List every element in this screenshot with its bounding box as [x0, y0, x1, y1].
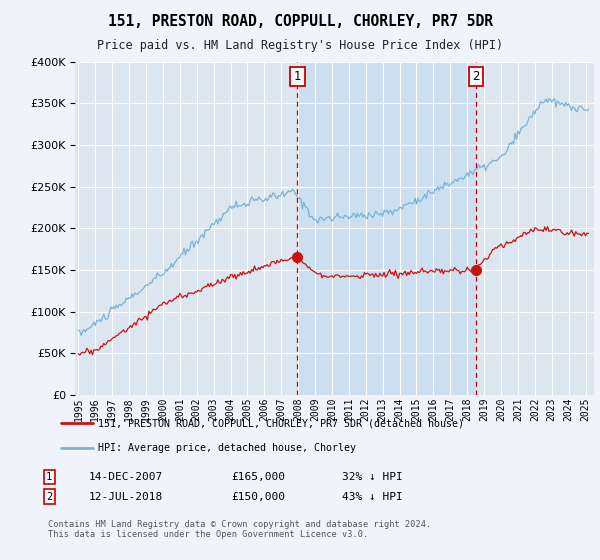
Text: 151, PRESTON ROAD, COPPULL, CHORLEY, PR7 5DR: 151, PRESTON ROAD, COPPULL, CHORLEY, PR7…	[107, 14, 493, 29]
Text: 1: 1	[294, 70, 301, 83]
Text: £165,000: £165,000	[231, 472, 285, 482]
Text: HPI: Average price, detached house, Chorley: HPI: Average price, detached house, Chor…	[98, 442, 356, 452]
Text: 2: 2	[473, 70, 480, 83]
Text: £150,000: £150,000	[231, 492, 285, 502]
Bar	[298, 62, 476, 395]
Text: 1: 1	[46, 472, 52, 482]
Text: 43% ↓ HPI: 43% ↓ HPI	[342, 492, 403, 502]
Text: 151, PRESTON ROAD, COPPULL, CHORLEY, PR7 5DR (detached house): 151, PRESTON ROAD, COPPULL, CHORLEY, PR7…	[98, 418, 464, 428]
Text: 32% ↓ HPI: 32% ↓ HPI	[342, 472, 403, 482]
Text: 14-DEC-2007: 14-DEC-2007	[89, 472, 163, 482]
Text: Price paid vs. HM Land Registry's House Price Index (HPI): Price paid vs. HM Land Registry's House …	[97, 39, 503, 52]
Text: 2: 2	[46, 492, 52, 502]
Text: 12-JUL-2018: 12-JUL-2018	[89, 492, 163, 502]
Text: Contains HM Land Registry data © Crown copyright and database right 2024.
This d: Contains HM Land Registry data © Crown c…	[48, 520, 431, 539]
